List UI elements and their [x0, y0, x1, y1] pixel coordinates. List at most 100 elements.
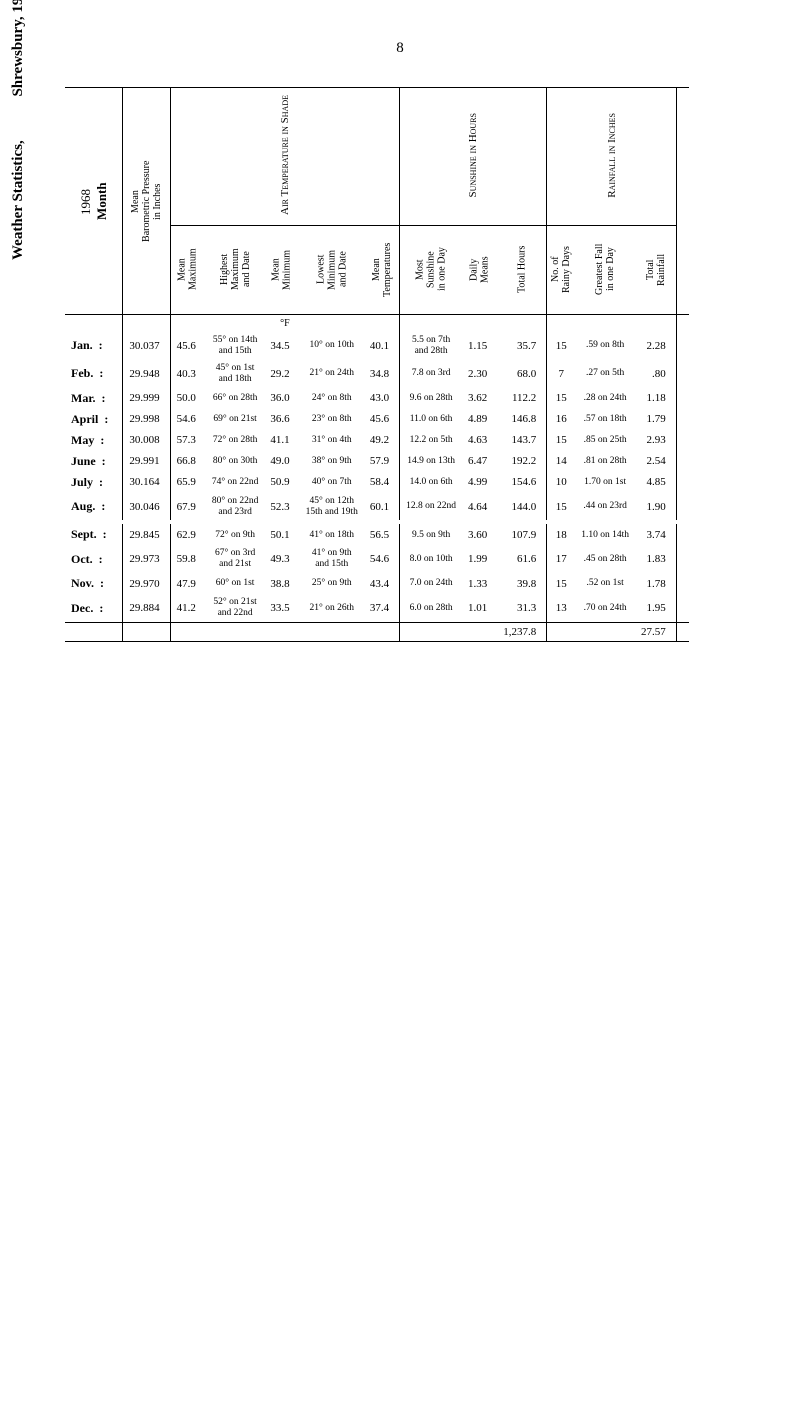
daily-means-cell: 1.15 [462, 332, 497, 360]
lowest-min-cell: 25° on 9th [300, 573, 364, 594]
rainy-days-cell: 16 [547, 409, 576, 430]
rainy-days-cell: 7 [547, 360, 576, 388]
month-cell: Oct. : [65, 545, 123, 573]
mean-temp-cell: 43.0 [364, 388, 400, 409]
total-hours-cell: 143.7 [497, 430, 547, 451]
month-label: Month [94, 182, 109, 220]
month-cell: Jan. : [65, 332, 123, 360]
mean-max-cell: 41.2 [170, 594, 206, 622]
highest-max-cell: 66° on 28th [206, 388, 265, 409]
baro-cell: 29.999 [123, 388, 170, 409]
greatest-fall-header: Greatest Fallin one Day [575, 225, 635, 314]
total-hours-cell: 112.2 [497, 388, 547, 409]
highest-max-cell: 45° on 1stand 18th [206, 360, 265, 388]
month-cell: Feb. : [65, 360, 123, 388]
mean-temp-cell: 43.4 [364, 573, 400, 594]
year-month-header: 1968 Month [65, 88, 123, 315]
total-col-spacer [676, 88, 689, 315]
lowest-min-cell: 38° on 9th [300, 451, 364, 472]
greatest-fall-cell: 1.10 on 14th [575, 522, 635, 545]
total-rainfall-cell: .80 [635, 360, 676, 388]
total-hours-cell: 68.0 [497, 360, 547, 388]
rainy-days-cell: 17 [547, 545, 576, 573]
greatest-fall-cell: .85 on 25th [575, 430, 635, 451]
month-cell: May : [65, 430, 123, 451]
total-hours-header: Total Hours [497, 225, 547, 314]
total-hours-cell: 35.7 [497, 332, 547, 360]
total-rainfall-cell: 1.79 [635, 409, 676, 430]
month-cell: June : [65, 451, 123, 472]
title-weather: Weather Statistics, [10, 140, 27, 260]
most-sun-cell: 6.0 on 28th [400, 594, 462, 622]
daily-means-cell: 1.99 [462, 545, 497, 573]
rainfall-section-label: Rainfall in Inches [547, 88, 677, 226]
greatest-fall-cell: .81 on 28th [575, 451, 635, 472]
rainy-days-cell: 18 [547, 522, 576, 545]
greatest-fall-cell: .27 on 5th [575, 360, 635, 388]
mean-min-cell: 49.3 [264, 545, 299, 573]
mean-max-cell: 57.3 [170, 430, 206, 451]
vertical-title: Weather Statistics, Shrewsbury, 1968 [10, 0, 27, 260]
total-rainfall-cell: 3.74 [635, 522, 676, 545]
total-hours-cell: 146.8 [497, 409, 547, 430]
most-sun-cell: 12.2 on 5th [400, 430, 462, 451]
rainy-days-header: No. ofRainy Days [547, 225, 576, 314]
daily-means-cell: 3.60 [462, 522, 497, 545]
daily-means-cell: 4.89 [462, 409, 497, 430]
total-rainfall-cell: 2.54 [635, 451, 676, 472]
highest-max-cell: 72° on 9th [206, 522, 265, 545]
mean-min-cell: 33.5 [264, 594, 299, 622]
mean-max-cell: 65.9 [170, 472, 206, 493]
month-cell: Sept. : [65, 522, 123, 545]
mean-max-cell: 62.9 [170, 522, 206, 545]
greatest-fall-cell: 1.70 on 1st [575, 472, 635, 493]
mean-min-cell: 36.0 [264, 388, 299, 409]
daily-means-header: DailyMeans [462, 225, 497, 314]
mean-min-header: MeanMinimum [264, 225, 299, 314]
highest-max-cell: 69° on 21st [206, 409, 265, 430]
highest-max-cell: 52° on 21stand 22nd [206, 594, 265, 622]
mean-temp-cell: 58.4 [364, 472, 400, 493]
daily-means-cell: 4.64 [462, 493, 497, 523]
total-rainfall-sum: 27.57 [635, 623, 676, 642]
most-sun-cell: 5.5 on 7thand 28th [400, 332, 462, 360]
most-sun-cell: 7.0 on 24th [400, 573, 462, 594]
mean-min-cell: 41.1 [264, 430, 299, 451]
lowest-min-cell: 41° on 9thand 15th [300, 545, 364, 573]
month-cell: April : [65, 409, 123, 430]
greatest-fall-cell: .57 on 18th [575, 409, 635, 430]
mean-max-cell: 50.0 [170, 388, 206, 409]
month-cell: Nov. : [65, 573, 123, 594]
most-sun-cell: 11.0 on 6th [400, 409, 462, 430]
lowest-min-cell: 24° on 8th [300, 388, 364, 409]
total-hours-cell: 39.8 [497, 573, 547, 594]
page-container: 8 Weather Statistics, Shrewsbury, 1968 1… [0, 0, 800, 682]
total-rainfall-cell: 2.93 [635, 430, 676, 451]
most-sun-cell: 8.0 on 10th [400, 545, 462, 573]
total-rainfall-cell: 1.78 [635, 573, 676, 594]
title-shrewsbury: Shrewsbury, 1968 [10, 0, 27, 97]
rainy-days-cell: 15 [547, 430, 576, 451]
sunshine-section-label: Sunshine in Hours [400, 88, 547, 226]
mean-max-cell: 47.9 [170, 573, 206, 594]
deg-f-label: °F [170, 314, 400, 332]
baro-cell: 30.046 [123, 493, 170, 523]
mean-max-cell: 45.6 [170, 332, 206, 360]
mean-max-cell: 40.3 [170, 360, 206, 388]
baro-cell: 29.845 [123, 522, 170, 545]
mean-temp-cell: 60.1 [364, 493, 400, 523]
highest-max-cell: 80° on 22ndand 23rd [206, 493, 265, 523]
daily-means-cell: 1.33 [462, 573, 497, 594]
mean-temp-header: MeanTemperatures [364, 225, 400, 314]
greatest-fall-cell: .45 on 28th [575, 545, 635, 573]
most-sun-cell: 9.6 on 28th [400, 388, 462, 409]
daily-means-cell: 6.47 [462, 451, 497, 472]
total-hours-cell: 61.6 [497, 545, 547, 573]
daily-means-cell: 3.62 [462, 388, 497, 409]
month-cell: Dec. : [65, 594, 123, 622]
mean-min-cell: 34.5 [264, 332, 299, 360]
total-rainfall-cell: 1.95 [635, 594, 676, 622]
most-sun-cell: 14.9 on 13th [400, 451, 462, 472]
month-cell: Mar. : [65, 388, 123, 409]
baro-cell: 29.991 [123, 451, 170, 472]
